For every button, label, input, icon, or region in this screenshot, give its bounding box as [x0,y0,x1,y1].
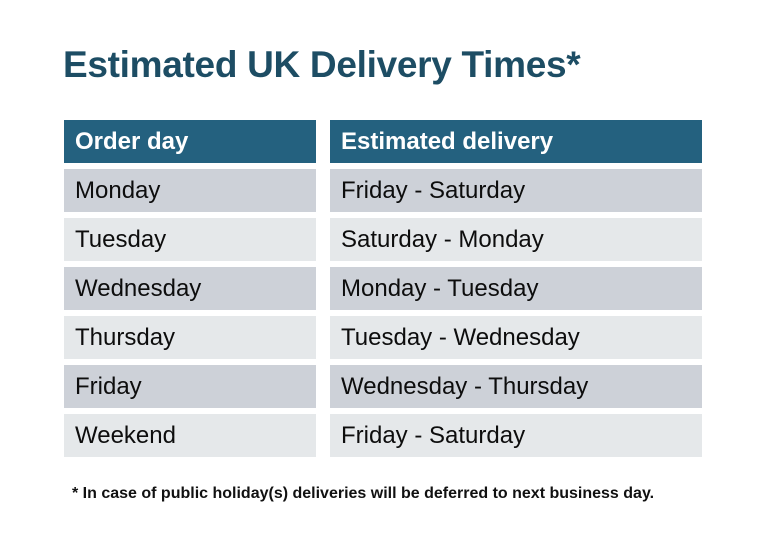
column-header-order-day: Order day [64,120,316,163]
page-title: Estimated UK Delivery Times* [63,44,581,85]
footnote: * In case of public holiday(s) deliverie… [72,485,655,502]
cell-estimated-delivery: Tuesday - Wednesday [330,316,702,359]
cell-order-day: Friday [64,365,316,408]
delivery-times-table: Order day Estimated delivery Monday Frid… [64,120,702,457]
column-header-estimated-delivery: Estimated delivery [330,120,702,163]
cell-estimated-delivery: Wednesday - Thursday [330,365,702,408]
cell-estimated-delivery: Friday - Saturday [330,169,702,212]
cell-estimated-delivery: Friday - Saturday [330,414,702,457]
cell-estimated-delivery: Monday - Tuesday [330,267,702,310]
cell-estimated-delivery: Saturday - Monday [330,218,702,261]
cell-order-day: Monday [64,169,316,212]
cell-order-day: Weekend [64,414,316,457]
cell-order-day: Thursday [64,316,316,359]
cell-order-day: Tuesday [64,218,316,261]
cell-order-day: Wednesday [64,267,316,310]
